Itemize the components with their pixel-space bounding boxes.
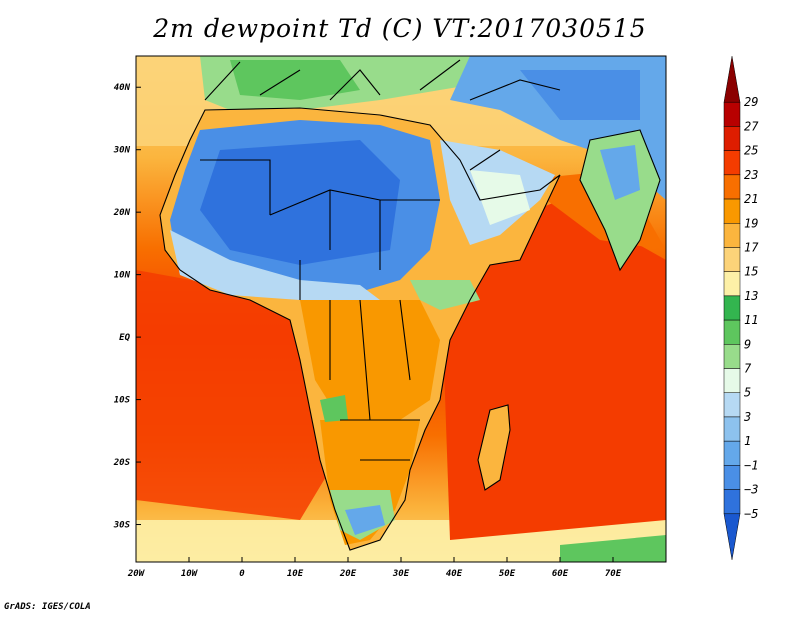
colorbar-label: 19 [744,216,758,230]
indian-subcontinent [580,130,660,270]
colorbar-label: −5 [744,507,758,521]
colorbar-label: −3 [744,483,758,497]
y-tick-label: 40N [114,83,131,93]
x-tick-label: 10W [181,569,199,579]
longitude-axis: 20W 10W 0 10E 20E 30E 40E 50E 60E 70E [127,557,622,579]
y-tick-label: 30N [113,146,131,156]
x-tick-label: 10E [287,569,304,579]
x-tick-label: 30E [392,569,410,579]
colorbar-swatch [723,271,741,297]
colorbar: 29 27 25 23 21 19 17 15 13 11 9 7 5 3 1 −1 −3 −5 [723,56,759,560]
colorbar-swatch [723,416,741,442]
y-tick-label: 10N [114,271,131,281]
colorbar-min-arrow [723,513,741,560]
latitude-axis: 40N 30N 20N 10N EQ 10S 20S 30S [113,83,141,531]
colorbar-label: 9 [744,337,751,351]
colorbar-swatch [723,368,741,393]
colorbar-label: 21 [744,192,758,206]
colorbar-swatch [723,126,741,151]
coastlines-and-borders [159,59,661,551]
colorbar-swatch [723,319,741,345]
colorbar-max-arrow [723,56,741,103]
colorbar-label: −1 [744,458,758,472]
footer-credit: GrADS: IGES/COLA [4,602,91,612]
colorbar-swatch [723,440,741,466]
colorbar-label: 5 [744,386,751,400]
colorbar-swatch [723,223,741,248]
colorbar-label: 25 [744,144,758,158]
colorbar-label: 1 [744,434,751,448]
colorbar-label: 11 [744,313,758,327]
x-tick-label: 50E [499,569,516,579]
central-africa-moist-zone [300,300,440,420]
colorbar-label: 27 [744,119,759,133]
colorbar-swatch [723,489,741,515]
y-tick-label: 20S [113,458,131,468]
y-tick-label: 20N [113,208,131,218]
colorbar-swatch [723,295,741,321]
x-tick-label: 60E [552,569,569,579]
colorbar-label: 13 [744,289,758,303]
colorbar-swatch [723,198,741,224]
x-tick-label: 20E [339,569,357,579]
colorbar-swatch [723,150,741,176]
colorbar-swatch [723,465,741,490]
colorbar-label: 3 [743,410,751,424]
colorbar-swatch [723,392,741,418]
colorbar-label: 23 [744,168,758,182]
x-tick-label: 0 [239,569,245,579]
x-tick-label: 40E [446,569,463,579]
colorbar-swatch [723,344,741,369]
x-tick-label: 20W [127,569,146,579]
x-tick-label: 70E [605,569,622,579]
y-tick-label: 30S [113,521,131,531]
colorbar-label: 7 [744,362,752,376]
colorbar-label: 29 [744,95,758,109]
colorbar-label: 17 [744,240,759,254]
atlantic-moisture-zone [136,270,330,520]
y-tick-label: 10S [114,396,131,406]
colorbar-swatch [723,174,741,200]
colorbar-label: 15 [744,265,758,279]
map-title: 2m dewpoint Td (C) VT:2017030515 [153,14,647,43]
y-tick-label: EQ [119,333,130,343]
colorbar-swatch [723,101,741,127]
colorbar-swatch [723,247,741,272]
